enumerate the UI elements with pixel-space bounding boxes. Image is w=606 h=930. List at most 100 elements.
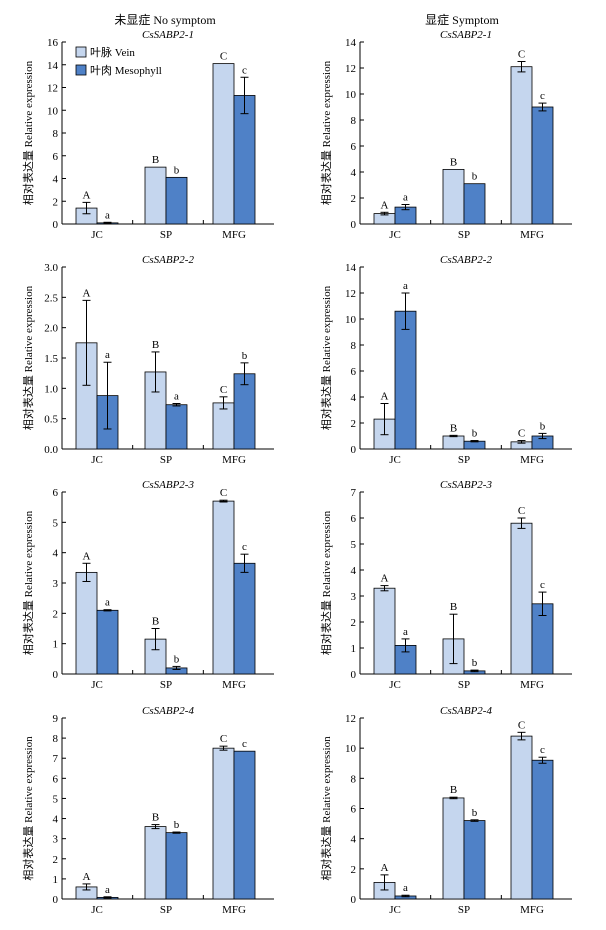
- panel-7-ytick-label: 3: [53, 834, 59, 846]
- panel-7-title: CsSABP2-4: [142, 705, 194, 717]
- panel-2-sig-letter-vein: A: [381, 199, 389, 211]
- panel-5-bar-mesophyll: [233, 562, 256, 675]
- panel-5-bar-vein: [75, 571, 98, 675]
- panel-5-ytick-label: 5: [53, 517, 59, 529]
- panel-6-sig-letter-mesophyll: c: [540, 579, 545, 591]
- panel-4-ytick-label: 12: [345, 288, 356, 300]
- panel-7-ytick-label: 8: [53, 733, 59, 745]
- panel-6-ytick-label: 3: [351, 591, 357, 603]
- panel-6: CsSABP2-3 相对表达量 Relative expression 0 1 2 3 4 5…: [319, 479, 572, 691]
- panel-6-category-label: MFG: [520, 679, 544, 691]
- panel-5-sig-letter-mesophyll: a: [105, 597, 110, 609]
- panel-4-ytick-label: 0: [351, 444, 357, 456]
- panel-1-category-label: MFG: [222, 229, 246, 241]
- panel-1-bar-mesophyll: [165, 176, 188, 225]
- panel-7-bar-vein: [144, 826, 167, 900]
- panel-3-ytick-label: 2.0: [44, 323, 58, 335]
- panel-1-ytick-label: 16: [47, 37, 59, 49]
- panel-2-category-label: SP: [458, 229, 470, 241]
- panel-4: CsSABP2-2 相对表达量 Relative expression 0 2 4 6 8 1…: [319, 254, 572, 466]
- panel-3-ytick-label: 0.0: [44, 444, 58, 456]
- panel-8-ytick-label: 10: [345, 743, 357, 755]
- panel-4-ytick-label: 6: [351, 366, 357, 378]
- panel-7-ytick-label: 0: [53, 894, 59, 906]
- panel-7-category-label: MFG: [222, 904, 246, 916]
- panel-8-category-label: SP: [458, 904, 470, 916]
- panel-6-sig-letter-mesophyll: b: [472, 657, 478, 669]
- panel-6-title: CsSABP2-3: [440, 479, 492, 491]
- panel-1-bar-vein: [144, 166, 167, 225]
- panel-7-sig-letter-vein: B: [152, 812, 159, 824]
- panel-3-category-label: JC: [91, 454, 103, 466]
- panel-2-bar-vein: [442, 168, 465, 225]
- panel-1-ytick-label: 8: [53, 128, 59, 140]
- legend-label-mesophyll: 叶肉 Mesophyll: [90, 64, 162, 77]
- panel-5-title: CsSABP2-3: [142, 479, 194, 491]
- panel-7-ytick-label: 5: [53, 793, 59, 805]
- panel-5-category-label: SP: [160, 679, 172, 691]
- panel-8-category-label: JC: [389, 904, 401, 916]
- panel-8-sig-letter-mesophyll: a: [403, 882, 408, 894]
- panel-6-category-label: SP: [458, 679, 470, 691]
- panel-6-ytick-label: 4: [351, 565, 357, 577]
- panel-8-ytick-label: 4: [351, 834, 357, 846]
- panel-1-ytick-label: 0: [53, 219, 59, 231]
- panel-1: CsSABP2-1 相对表达量 Relative expression 0 2 4 6 8 1…: [21, 29, 274, 241]
- chart-panels: CsSABP2-1 相对表达量 Relative expression 0 2 4 6 8 1…: [21, 29, 572, 916]
- panel-2-category-label: MFG: [520, 229, 544, 241]
- panel-7-bar-mesophyll: [233, 750, 256, 900]
- panel-2-bar-mesophyll: [463, 183, 486, 225]
- panel-4-ylabel: 相对表达量 Relative expression: [319, 285, 333, 430]
- panel-5-ytick-label: 1: [53, 639, 59, 651]
- panel-6-ytick-label: 7: [351, 487, 357, 499]
- panel-4-ytick-label: 8: [351, 340, 357, 352]
- panel-1-sig-letter-mesophyll: c: [242, 64, 247, 76]
- panel-3-title: CsSABP2-2: [142, 254, 194, 266]
- panel-8-bar-mesophyll: [463, 820, 486, 900]
- panel-8-bar-mesophyll: [531, 759, 554, 900]
- panel-3-category-label: MFG: [222, 454, 246, 466]
- panel-2-ylabel: 相对表达量 Relative expression: [319, 60, 333, 205]
- panel-7: CsSABP2-4 相对表达量 Relative expression 0 1 2 3 4 5…: [21, 705, 274, 916]
- panel-6-category-label: JC: [389, 679, 401, 691]
- panel-2-title: CsSABP2-1: [440, 29, 492, 41]
- panel-1-bar-vein: [212, 63, 235, 225]
- panel-2-ytick-label: 14: [345, 37, 357, 49]
- panel-6-ytick-label: 5: [351, 539, 357, 551]
- panel-8-ytick-label: 8: [351, 773, 357, 785]
- panel-6-bar-vein: [373, 587, 396, 675]
- panel-8-bar-vein: [510, 735, 533, 900]
- panel-3-sig-letter-mesophyll: a: [174, 391, 179, 403]
- panel-7-ytick-label: 1: [53, 874, 59, 886]
- panel-5-ytick-label: 6: [53, 487, 59, 499]
- panel-2-ytick-label: 0: [351, 219, 357, 231]
- panel-8-sig-letter-vein: B: [450, 784, 457, 796]
- panel-5-ytick-label: 0: [53, 669, 59, 681]
- panel-5-ytick-label: 3: [53, 578, 59, 590]
- panel-7-sig-letter-mesophyll: a: [105, 884, 110, 896]
- panel-5-ytick-label: 4: [53, 548, 59, 560]
- panel-2-sig-letter-mesophyll: a: [403, 192, 408, 204]
- panel-6-ytick-label: 1: [351, 643, 357, 655]
- panel-3-sig-letter-vein: C: [220, 384, 227, 396]
- panel-3-bar-mesophyll: [165, 404, 188, 450]
- panel-1-title: CsSABP2-1: [142, 29, 194, 41]
- panel-4-category-label: MFG: [520, 454, 544, 466]
- panel-1-category-label: JC: [91, 229, 103, 241]
- panel-1-ytick-label: 14: [47, 60, 59, 72]
- panel-5: CsSABP2-3 相对表达量 Relative expression 0 1 2 3 4 5…: [21, 479, 274, 691]
- legend-swatch-vein: [75, 46, 87, 58]
- panel-3-ylabel: 相对表达量 Relative expression: [21, 285, 35, 430]
- panel-8-sig-letter-mesophyll: c: [540, 744, 545, 756]
- panel-8-category-label: MFG: [520, 904, 544, 916]
- panel-3-sig-letter-vein: B: [152, 339, 159, 351]
- panel-1-sig-letter-mesophyll: b: [174, 164, 180, 176]
- legend-label-vein: 叶脉 Vein: [90, 45, 135, 59]
- panel-4-bar-vein: [442, 435, 465, 450]
- panel-5-sig-letter-mesophyll: b: [174, 653, 180, 665]
- panel-1-ytick-label: 10: [47, 105, 59, 117]
- panel-2-bar-mesophyll: [531, 106, 554, 225]
- panel-2-sig-letter-vein: C: [518, 49, 525, 61]
- panel-1-ytick-label: 6: [53, 151, 59, 163]
